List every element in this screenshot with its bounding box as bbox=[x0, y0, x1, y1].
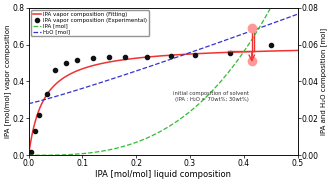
IPA vapor composition (Experimental) bbox=[45, 93, 50, 96]
IPA vapor composition (Fitting) bbox=[247, 51, 251, 53]
Y-axis label: IPA and H₂O composition [mol]: IPA and H₂O composition [mol] bbox=[320, 28, 327, 135]
H₂O [mol] bbox=[154, 63, 158, 65]
H₂O [mol] bbox=[26, 102, 30, 105]
IPA [mol] bbox=[26, 154, 30, 156]
Line: IPA [mol]: IPA [mol] bbox=[28, 0, 298, 155]
IPA vapor composition (Fitting) bbox=[154, 55, 158, 57]
IPA vapor composition (Experimental) bbox=[168, 54, 174, 57]
IPA vapor composition (Experimental) bbox=[107, 56, 112, 59]
H₂O [mol] bbox=[247, 31, 251, 33]
IPA vapor composition (Experimental) bbox=[53, 69, 58, 72]
H₂O [mol] bbox=[187, 52, 191, 54]
Line: H₂O [mol]: H₂O [mol] bbox=[28, 14, 298, 104]
IPA vapor composition (Experimental) bbox=[37, 113, 42, 116]
IPA vapor composition (Fitting) bbox=[296, 49, 300, 52]
IPA [mol] bbox=[187, 111, 191, 114]
IPA vapor composition (Experimental) bbox=[268, 43, 273, 46]
IPA [mol] bbox=[156, 132, 160, 134]
IPA vapor composition (Experimental) bbox=[74, 59, 80, 62]
IPA [mol] bbox=[247, 43, 251, 45]
H₂O [mol] bbox=[296, 13, 300, 15]
IPA vapor composition (Experimental) bbox=[123, 55, 128, 58]
IPA vapor composition (Experimental) bbox=[228, 51, 233, 54]
H₂O [mol] bbox=[289, 16, 293, 18]
IPA [mol] bbox=[154, 132, 158, 135]
IPA vapor composition (Fitting) bbox=[26, 154, 30, 156]
Legend: IPA vapor composition (Fitting), IPA vapor composition (Experimental), IPA [mol]: IPA vapor composition (Fitting), IPA vap… bbox=[31, 10, 149, 36]
IPA vapor composition (Experimental) bbox=[90, 57, 96, 60]
IPA vapor composition (Experimental) bbox=[144, 55, 150, 58]
IPA vapor composition (Fitting) bbox=[156, 55, 160, 57]
IPA vapor composition (Experimental) bbox=[32, 130, 38, 133]
IPA vapor composition (Experimental) bbox=[64, 61, 69, 64]
Line: IPA vapor composition (Fitting): IPA vapor composition (Fitting) bbox=[28, 51, 298, 155]
X-axis label: IPA [mol/mol] liquid composition: IPA [mol/mol] liquid composition bbox=[95, 170, 231, 179]
H₂O [mol] bbox=[156, 63, 160, 65]
IPA vapor composition (Fitting) bbox=[289, 49, 293, 52]
IPA vapor composition (Experimental) bbox=[193, 53, 198, 56]
Text: initial composition of solvent
(IPA : H₂O = 70wt%; 30wt%): initial composition of solvent (IPA : H₂… bbox=[173, 91, 249, 102]
IPA vapor composition (Fitting) bbox=[187, 53, 191, 55]
H₂O [mol] bbox=[172, 57, 176, 59]
IPA vapor composition (Fitting) bbox=[172, 54, 176, 56]
Y-axis label: IPA [mol/mol] vapor composition: IPA [mol/mol] vapor composition bbox=[4, 25, 11, 138]
IPA [mol] bbox=[172, 122, 176, 124]
IPA vapor composition (Experimental) bbox=[29, 150, 34, 153]
